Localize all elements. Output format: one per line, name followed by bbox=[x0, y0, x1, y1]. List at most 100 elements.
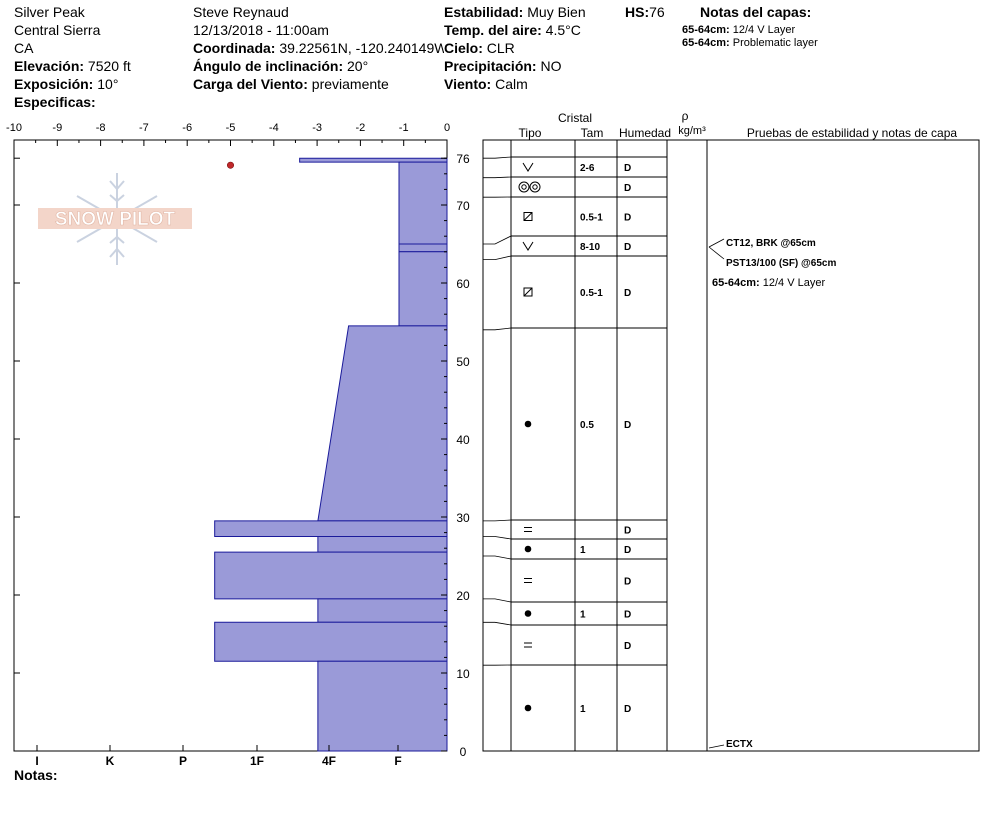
slope: Ángulo de inclinación: 20° bbox=[193, 57, 368, 75]
test-result: CT12, BRK @65cm bbox=[726, 238, 816, 249]
faceted-crystal-icon bbox=[523, 287, 533, 297]
stability-value: Muy Bien bbox=[527, 4, 586, 20]
header-rho-unit: kg/m³ bbox=[678, 125, 706, 137]
state: CA bbox=[14, 40, 34, 56]
rounded-grain-icon bbox=[524, 610, 532, 617]
faceted-crystal-icon bbox=[523, 212, 533, 221]
temp-tick-label: 0 bbox=[444, 122, 450, 134]
elevation: Elevación: 7520 ft bbox=[14, 57, 131, 75]
air-temp-label: Temp. del aire: bbox=[444, 22, 542, 38]
hardness-layer bbox=[214, 621, 448, 662]
temp-tick-label: -7 bbox=[139, 122, 149, 134]
logo-banner bbox=[38, 208, 192, 229]
sky-value: CLR bbox=[486, 40, 515, 56]
faceted-crystal-icon bbox=[523, 287, 533, 297]
hardness-tick-label: K bbox=[106, 754, 115, 768]
depth-tick-label: 60 bbox=[456, 277, 470, 291]
hardness-tick-label: P bbox=[179, 754, 187, 768]
hardness-layer bbox=[214, 520, 448, 537]
wind-load-label: Carga del Viento: bbox=[193, 76, 308, 92]
coord-value: 39.22561N, -120.240149W bbox=[279, 40, 448, 56]
moisture-value: D bbox=[624, 545, 631, 556]
header-size: Tam bbox=[581, 126, 604, 140]
layer-connector bbox=[483, 235, 512, 245]
sky: Cielo: CLR bbox=[444, 39, 515, 57]
temp-tick-label: -9 bbox=[52, 122, 62, 134]
header-type: Tipo bbox=[519, 126, 542, 140]
depth-tick-label: 20 bbox=[456, 589, 470, 603]
header-moisture: Humedad bbox=[619, 126, 671, 140]
moisture-value: D bbox=[624, 641, 631, 652]
depth-tick-label: 50 bbox=[456, 355, 470, 369]
hardness-layer bbox=[299, 157, 448, 163]
header-crystal: Cristal bbox=[558, 111, 592, 125]
wind-value: Calm bbox=[495, 76, 528, 92]
layer-table: 2-6 DD0.5-1 D8-10 D0.5-1 D0.5 DD1 DD1 DD1 D bbox=[482, 139, 980, 752]
hardness-layer bbox=[214, 551, 448, 600]
header-rho: ρ bbox=[682, 109, 689, 123]
rounded-crystal-icon bbox=[532, 184, 538, 190]
hardness-layer bbox=[398, 243, 448, 253]
crystal-size: 1 bbox=[580, 704, 586, 715]
hs-label: HS: bbox=[625, 4, 650, 20]
crystal-size: 1 bbox=[580, 545, 586, 556]
moisture-value: D bbox=[624, 288, 631, 299]
layer-connector bbox=[483, 598, 512, 603]
table-frame bbox=[482, 139, 980, 752]
layer-connector bbox=[483, 176, 512, 179]
hardness-layer bbox=[317, 325, 448, 522]
moisture-value: D bbox=[624, 704, 631, 715]
temp-tick-label: -1 bbox=[399, 122, 409, 134]
rounded-grain-icon bbox=[524, 420, 532, 428]
coord-label: Coordinada: bbox=[193, 40, 276, 56]
layer-connector bbox=[483, 519, 512, 522]
slope-value: 20° bbox=[347, 58, 369, 74]
crystal-size: 0.5 bbox=[580, 420, 594, 431]
moisture-value: D bbox=[624, 420, 631, 431]
layer-connector bbox=[483, 327, 512, 331]
depth-tick-label: 0 bbox=[460, 745, 467, 759]
crystal-size: 1 bbox=[580, 610, 586, 621]
header-tests: Pruebas de estabilidad y notas de capa bbox=[747, 126, 957, 140]
layer-note-text: Problematic layer bbox=[732, 37, 818, 49]
crystal-size: 0.5-1 bbox=[580, 288, 603, 299]
hardness-layer bbox=[317, 598, 448, 623]
temp-tick-label: -2 bbox=[356, 122, 366, 134]
moisture-value: D bbox=[624, 526, 631, 537]
layer-note-text: 12/4 V Layer bbox=[763, 277, 826, 289]
precip-crystal-icon bbox=[522, 162, 534, 172]
wind: Viento: Calm bbox=[444, 75, 528, 93]
precipitation: Precipitación: NO bbox=[444, 57, 561, 75]
layer-connector bbox=[483, 621, 512, 626]
elevation-label: Elevación: bbox=[14, 58, 85, 74]
depth-tick-label: 76 bbox=[456, 152, 470, 166]
temperature-point bbox=[227, 161, 235, 169]
precip-crystal-icon bbox=[522, 241, 534, 251]
rounded-grain-icon bbox=[524, 545, 532, 553]
wind-load-value: previamente bbox=[311, 76, 389, 92]
location-name: Silver Peak bbox=[14, 4, 85, 20]
hardness-tick-label: I bbox=[35, 754, 38, 768]
hardness-tick-label: F bbox=[394, 754, 401, 768]
layer-note-range: 65-64cm: bbox=[682, 24, 730, 36]
moisture-value: D bbox=[624, 183, 631, 194]
rounded-crystal-icon bbox=[518, 181, 530, 193]
layer-note-1: 65-64cm: 12/4 V Layer bbox=[682, 24, 795, 37]
temp-tick-label: -6 bbox=[182, 122, 192, 134]
stability: Estabilidad: Muy Bien bbox=[444, 3, 586, 21]
depth-tick-label: 70 bbox=[456, 199, 470, 213]
table-headers: Cristal Tipo Tam Humedad ρ kg/m³ Pruebas… bbox=[519, 109, 958, 140]
rounded-crystal-icon bbox=[521, 184, 527, 190]
hardness-layer bbox=[398, 251, 448, 327]
test-result: PST13/100 (SF) @65cm bbox=[726, 258, 836, 269]
slope-label: Ángulo de inclinación: bbox=[193, 58, 344, 74]
test-pointer bbox=[708, 246, 725, 260]
layer-note-range: 65-64cm: bbox=[682, 37, 730, 49]
moisture-value: D bbox=[624, 242, 631, 253]
crystal-size: 2-6 bbox=[580, 163, 595, 174]
test-result: ECTX bbox=[726, 739, 753, 750]
aspect-label: Exposición: bbox=[14, 76, 94, 92]
layer-notes-title: Notas del capas: bbox=[700, 4, 812, 20]
layer-note-range: 65-64cm: bbox=[712, 277, 763, 289]
